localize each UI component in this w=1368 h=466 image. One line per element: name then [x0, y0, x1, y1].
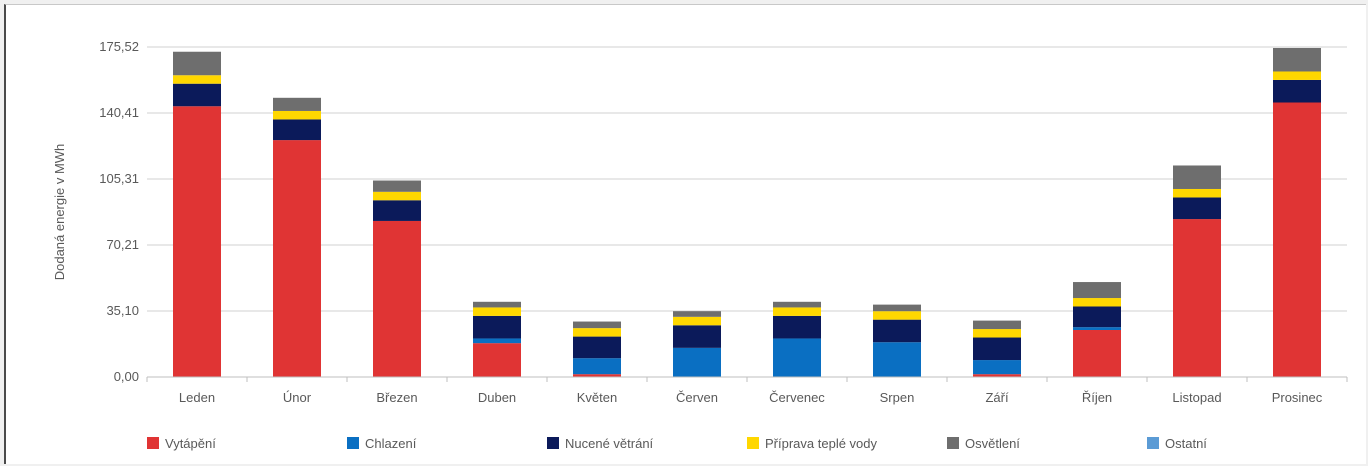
- bar-segment: [1273, 47, 1321, 72]
- x-tick-label: Leden: [179, 390, 215, 405]
- x-tick-label: Duben: [478, 390, 516, 405]
- bar-segment: [373, 200, 421, 221]
- bar-segment: [273, 119, 321, 141]
- bar-segment: [173, 51, 221, 76]
- bar-segment: [373, 180, 421, 192]
- bar-segment: [1073, 306, 1121, 328]
- y-tick-label: 70,21: [106, 237, 139, 252]
- legend-swatch: [747, 437, 759, 449]
- bar-segment: [1273, 79, 1321, 103]
- bar-segment: [973, 337, 1021, 361]
- legend-swatch: [347, 437, 359, 449]
- y-tick-label: 35,10: [106, 303, 139, 318]
- bar-segment: [273, 110, 321, 120]
- bar-segment: [773, 307, 821, 316]
- y-tick-label: 0,00: [114, 369, 139, 384]
- bar-segment: [673, 347, 721, 377]
- x-tick-label: Listopad: [1172, 390, 1221, 405]
- legend-swatch: [947, 437, 959, 449]
- stacked-bar-chart: 0,00 35,10 70,21 105,31 140,41 175,52 Leden Úno…: [52, 39, 1348, 451]
- legend-swatch: [1147, 437, 1159, 449]
- legend-label: Vytápění: [165, 436, 216, 451]
- bar-segment: [873, 311, 921, 320]
- y-tick-label: 140,41: [99, 105, 139, 120]
- x-tick-label: Prosinec: [1272, 390, 1323, 405]
- bar-segment: [373, 191, 421, 201]
- legend-label: Chlazení: [365, 436, 417, 451]
- y-tick-label: 175,52: [99, 39, 139, 54]
- bar-segment: [573, 336, 621, 359]
- bar-segment: [1073, 298, 1121, 307]
- bar-segment: [473, 307, 521, 316]
- axes: 0,00 35,10 70,21 105,31 140,41 175,52 Leden Úno…: [99, 39, 1348, 405]
- bar-segment: [1273, 102, 1321, 377]
- bar-segment: [1173, 165, 1221, 189]
- x-tick-label: Červen: [676, 390, 718, 405]
- x-tick-label: Září: [985, 390, 1009, 405]
- bar-segment: [173, 75, 221, 84]
- bar-segment: [773, 301, 821, 308]
- bar-segment: [473, 343, 521, 377]
- bar-segment: [273, 140, 321, 377]
- bar-segment: [1273, 71, 1321, 80]
- bar-segment: [973, 360, 1021, 375]
- bar-segment: [473, 338, 521, 344]
- bar-segment: [473, 301, 521, 308]
- bar-segment: [673, 325, 721, 348]
- x-tick-label: Říjen: [1082, 390, 1112, 405]
- bar-segment: [573, 328, 621, 337]
- bar-segment: [973, 329, 1021, 338]
- x-tick-label: Srpen: [880, 390, 915, 405]
- x-tick-label: Květen: [577, 390, 617, 405]
- legend-swatch: [547, 437, 559, 449]
- bar-segment: [473, 315, 521, 339]
- bar-segment: [773, 338, 821, 377]
- gridlines: [147, 46, 1347, 312]
- bar-segment: [1073, 329, 1121, 377]
- chart-frame: 0,00 35,10 70,21 105,31 140,41 175,52 Leden Úno…: [4, 4, 1366, 464]
- bar-segment: [173, 83, 221, 107]
- y-axis-title: Dodaná energie v MWh: [52, 144, 67, 281]
- bar-segment: [1173, 188, 1221, 198]
- bar-segment: [973, 374, 1021, 377]
- bar-segment: [873, 342, 921, 377]
- legend-label: Příprava teplé vody: [765, 436, 878, 451]
- x-tick-label: Únor: [283, 390, 312, 405]
- legend-swatch: [147, 437, 159, 449]
- bar-segment: [673, 316, 721, 326]
- legend-label: Osvětlení: [965, 436, 1020, 451]
- bar-segment: [273, 97, 321, 111]
- y-tick-label: 105,31: [99, 171, 139, 186]
- bar-segment: [1073, 327, 1121, 330]
- legend: Vytápění Chlazení Nucené větrání Příprava t…: [147, 436, 1207, 451]
- bar-segment: [573, 374, 621, 377]
- x-tick-label: Březen: [376, 390, 417, 405]
- bars: [173, 47, 1321, 377]
- legend-label: Ostatní: [1165, 436, 1207, 451]
- bar-segment: [573, 358, 621, 375]
- bar-segment: [873, 304, 921, 312]
- bar-segment: [1173, 197, 1221, 220]
- legend-label: Nucené větrání: [565, 436, 654, 451]
- x-tick-label: Červenec: [769, 390, 825, 405]
- bar-segment: [373, 220, 421, 377]
- bar-segment: [1173, 219, 1221, 377]
- bar-segment: [1073, 282, 1121, 299]
- bar-segment: [673, 311, 721, 317]
- bar-segment: [873, 319, 921, 343]
- bar-segment: [173, 106, 221, 377]
- bar-segment: [773, 315, 821, 339]
- bar-segment: [973, 320, 1021, 330]
- bar-segment: [573, 321, 621, 329]
